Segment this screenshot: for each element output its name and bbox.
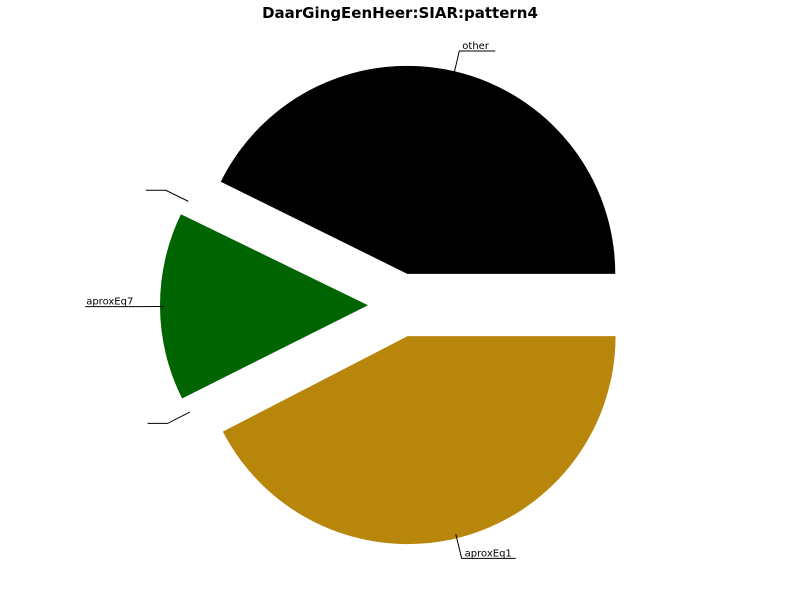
pie-slice-aproxeq1 (222, 336, 616, 545)
pie-slice-unlabeled-1 (184, 198, 372, 291)
pie-leader-line (147, 411, 191, 424)
pie-leader-line (455, 534, 516, 559)
pie-leader-line (453, 50, 496, 76)
pie-label-aproxeq1: aproxEq1 (465, 548, 512, 559)
pie-slice-aproxeq7 (160, 214, 369, 399)
pie-label-aproxeq7: aproxEq7 (86, 297, 133, 308)
pie-leader-line (145, 189, 189, 202)
pie-label-other: other (462, 41, 490, 52)
pie-slices (160, 65, 616, 545)
pie-slice-other (220, 65, 616, 274)
pie-labels: other aproxEq7 aproxEq1 (85, 41, 516, 559)
pie-slice-unlabeled-3 (185, 319, 372, 416)
chart-title: DaarGingEenHeer:SIAR:pattern4 (262, 4, 538, 22)
